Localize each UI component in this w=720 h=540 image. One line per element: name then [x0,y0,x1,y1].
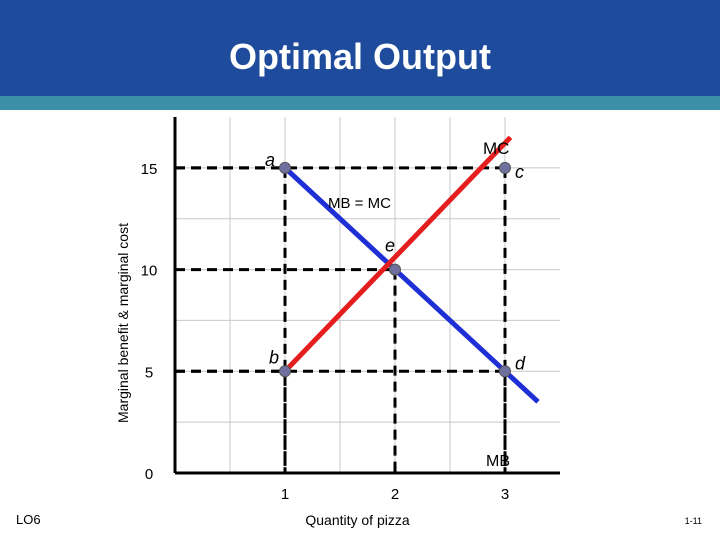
learning-objective-label: LO6 [16,512,41,527]
y-tick-label: 5 [145,364,153,381]
mc-curve [283,135,513,374]
title-accent-band [0,96,720,110]
point-label-c: c [515,162,524,182]
x-tick-label: 2 [391,486,399,503]
y-axis-title: Marginal benefit & marginal cost [115,223,131,423]
point-a [279,161,291,174]
x-tick-label: 3 [501,486,509,503]
equilibrium-annotation: MB = MC [328,195,391,212]
point-label-e: e [385,236,395,256]
title-bar [0,0,720,96]
mc-label: MC [483,139,509,158]
mb-curve [283,166,540,404]
page-number: 1-11 [684,516,702,526]
point-label-b: b [269,347,279,367]
x-axis-title: Quantity of pizza [305,512,409,528]
point-b [279,365,291,378]
y-tick-label: 0 [145,466,153,483]
mb-label: MB [486,453,510,470]
point-e [389,263,401,276]
point-label-a: a [265,150,275,170]
point-d [499,365,511,378]
slide-title: Optimal Output [229,36,491,77]
x-tick-label: 1 [281,486,289,503]
y-tick-label: 15 [141,161,158,178]
point-label-d: d [515,353,526,373]
point-c [499,161,511,174]
y-tick-label: 10 [141,263,158,280]
